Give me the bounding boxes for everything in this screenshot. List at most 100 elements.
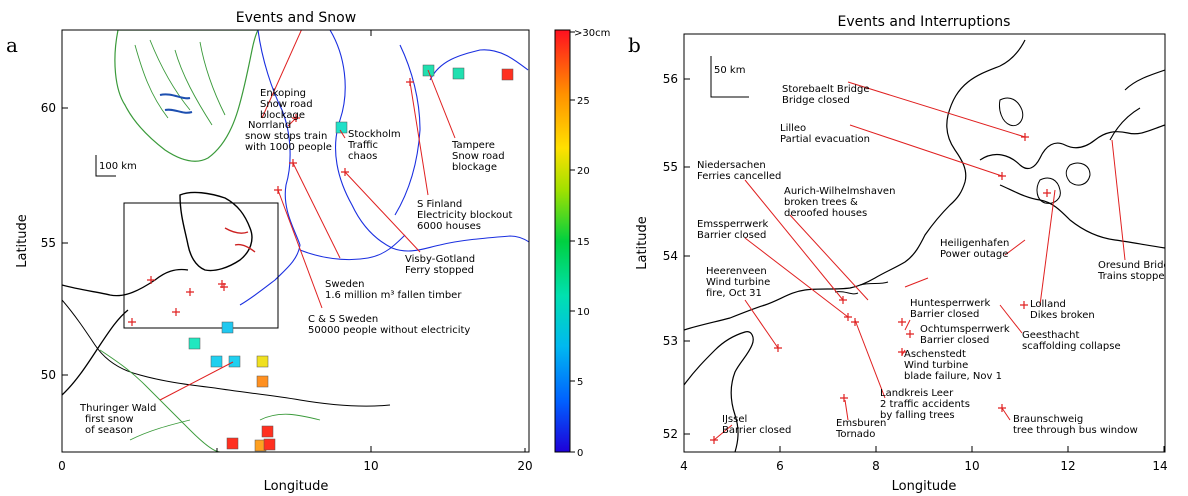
ann-leer: Landkreis Leer 2 traffic accidents by fa… [880, 388, 973, 421]
panel-b-tick-labels: 4 6 8 10 12 14 52 53 54 55 56 [663, 72, 1168, 473]
ann-aurich: Aurich-Wilhelmshaven broken trees & dero… [784, 186, 899, 219]
ann-tampere: Tampere Snow road blockage [451, 140, 508, 173]
panel-a-tick-labels: 0 10 20 50 55 60 [41, 101, 533, 473]
x-tick-label: 12 [1060, 459, 1075, 473]
colorbar-tick: 15 [577, 237, 590, 248]
x-tick-label: 0 [58, 459, 66, 473]
panel-b-frame [683, 33, 1166, 453]
ann-heiligenhafen: Heiligenhafen Power outage [940, 238, 1013, 260]
y-tick-label: 55 [663, 160, 678, 174]
small-islands [834, 97, 1024, 295]
x-tick-label: 14 [1152, 459, 1167, 473]
event-leaders-a [159, 30, 456, 401]
central-europe-terrain [99, 349, 321, 452]
panel-a-frame [61, 29, 530, 453]
snow-marker [501, 68, 514, 81]
ann-geesthacht: Geesthacht scaffolding collapse [1022, 330, 1121, 352]
ann-lolland: Lolland Dikes broken [1030, 299, 1095, 321]
scale-bar-b: 50 km [710, 56, 749, 98]
colorbar-top-label: >30cm [574, 28, 610, 39]
x-tick-label: 8 [872, 459, 880, 473]
snow-marker [228, 355, 241, 368]
y-tick-label: 55 [41, 236, 56, 250]
northsea-coast [62, 268, 189, 396]
ann-visby: Visby-Gotland Ferry stopped [405, 254, 478, 276]
panel-b-ylabel: Latitude [635, 216, 650, 270]
svg-text:50 km: 50 km [714, 65, 745, 76]
ann-ussel: IJssel Barrier closed [722, 414, 791, 436]
baltic-coast-b [999, 184, 1165, 249]
colorbar-tick: 20 [577, 166, 590, 177]
panel-a-ylabel: Latitude [15, 214, 30, 268]
panel-b-map: Storebaelt Bridge Bridge closed Lilleo P… [684, 39, 1179, 452]
panel-a-ticks [61, 30, 526, 452]
y-tick-label: 60 [41, 101, 56, 115]
panel-b-ticks [683, 78, 1165, 452]
ann-storebaelt: Storebaelt Bridge Bridge closed [782, 84, 873, 106]
y-tick-label: 50 [41, 368, 56, 382]
ann-sweden: Sweden 1.6 million m³ fallen timber [325, 279, 462, 301]
x-tick-label: 10 [964, 459, 979, 473]
ann-oresund: Oresund Bridge Trains stopped [1097, 260, 1179, 282]
snow-marker [263, 438, 276, 451]
ann-cssweden: C & S Sweden 50000 people without electr… [308, 314, 470, 336]
snow-marker [210, 355, 223, 368]
ann-thuringer: Thuringer Wald first snow of season [79, 403, 160, 436]
panel-b-letter: b [628, 33, 641, 57]
panel-b-xlabel: Longitude [892, 479, 957, 494]
annotations-b: Storebaelt Bridge Bridge closed Lilleo P… [697, 84, 1179, 440]
snow-marker [256, 355, 269, 368]
ann-huntesperrwerk: Huntesperrwerk Barrier closed [910, 298, 993, 320]
y-tick-label: 56 [663, 72, 678, 86]
x-tick-label: 20 [517, 459, 532, 473]
snow-marker [188, 337, 201, 350]
ann-ochtum: Ochtumsperrwerk Barrier closed [920, 324, 1013, 346]
panel-a-title: Events and Snow [236, 10, 356, 26]
denmark-coast [179, 191, 253, 272]
danish-islands-coast [979, 124, 1165, 170]
event-plus-a [128, 78, 414, 326]
panel-a-letter: a [6, 33, 18, 57]
norway-contours [134, 39, 226, 126]
ann-norrland: Norrland snow stops train with 1000 peop… [245, 120, 332, 153]
panel-a-xlabel: Longitude [264, 479, 329, 494]
coastline-main [684, 39, 1026, 331]
scale-bar-a: 100 km [95, 155, 137, 177]
baltic-coast [239, 30, 529, 306]
ann-sfinland: S Finland Electricity blockout 6000 hous… [417, 199, 516, 232]
colorbar-tick: 0 [577, 448, 583, 459]
ann-stockholm: Stockholm Traffic chaos [347, 129, 404, 162]
colorbar-tick: 5 [577, 377, 583, 388]
ann-lilleo: Lilleo Partial evacuation [780, 123, 870, 145]
annotations-a: Norrland snow stops train with 1000 peop… [79, 88, 516, 436]
zoom-region-box [123, 202, 279, 329]
islands [1036, 162, 1091, 204]
ann-emsburen: Emsburen Tornado [835, 418, 890, 440]
panel-a-map: Norrland snow stops train with 1000 peop… [62, 30, 529, 452]
y-tick-label: 52 [663, 427, 678, 441]
ann-braunschweig: Braunschweig tree through bus window [1013, 414, 1138, 436]
ann-heerenveen: Heerenveen Wind turbine fire, Oct 31 [706, 266, 773, 299]
colorbar-tick: 25 [577, 96, 590, 107]
x-tick-label: 6 [776, 459, 784, 473]
baltic-southern-coast [299, 234, 529, 261]
snow-marker [261, 425, 274, 438]
borders [62, 299, 391, 407]
svg-text:100 km: 100 km [99, 161, 137, 172]
snow-marker [221, 321, 234, 334]
panel-b: b Events and Interruptions [628, 14, 1179, 494]
colorbar-tick: 10 [577, 307, 590, 318]
colorbar-gradient [554, 29, 571, 453]
snow-markers [188, 64, 514, 452]
snow-marker [226, 437, 239, 450]
norway-terrain [114, 30, 259, 162]
denmark-rivers [224, 227, 256, 253]
x-tick-label: 10 [363, 459, 378, 473]
snow-marker [452, 67, 465, 80]
x-tick-label: 4 [680, 459, 688, 473]
colorbar: 0 5 10 15 20 25 >30cm [554, 28, 610, 459]
snow-marker [256, 375, 269, 388]
y-tick-label: 53 [663, 334, 678, 348]
norway-lakes [159, 93, 193, 114]
